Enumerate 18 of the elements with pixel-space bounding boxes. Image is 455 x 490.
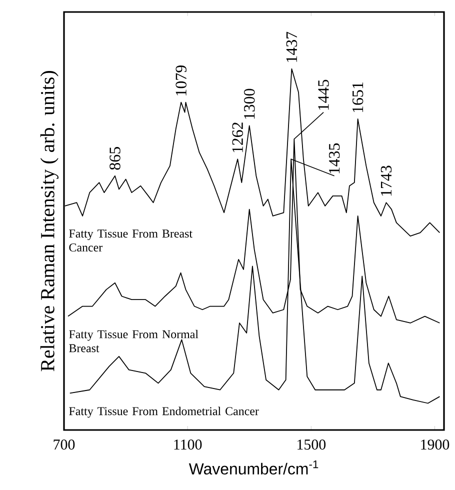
x-tick-label: 1100 [174,440,202,450]
series-label: Fatty Tissue From Normal Breast [69,330,198,352]
annotation: 1445 [318,80,329,110]
annotation: 865 [110,147,120,170]
annotation: 1262 [232,122,243,152]
x-tick-label: 1500 [298,440,326,450]
annotation: 1743 [380,166,392,196]
annotation: 1437 [286,32,298,62]
series-label: Fatty Tissue From Breast Cancer [69,230,192,252]
annotation: 1651 [352,82,364,112]
annotation: 1300 [244,88,255,119]
x-tick-label: 700 [54,440,75,450]
series-label: Fatty Tissue From Endometrial Cancer [69,406,259,418]
x-axis-title: Wavenumber/cm$^{-1}$ [188,460,318,475]
x-tick-label: 1900 [421,440,450,450]
annotation: 1079 [176,66,186,96]
y-axis-title: Relative Raman Intensity ( arb. units) [40,71,58,372]
annotation: 1435 [328,143,340,174]
